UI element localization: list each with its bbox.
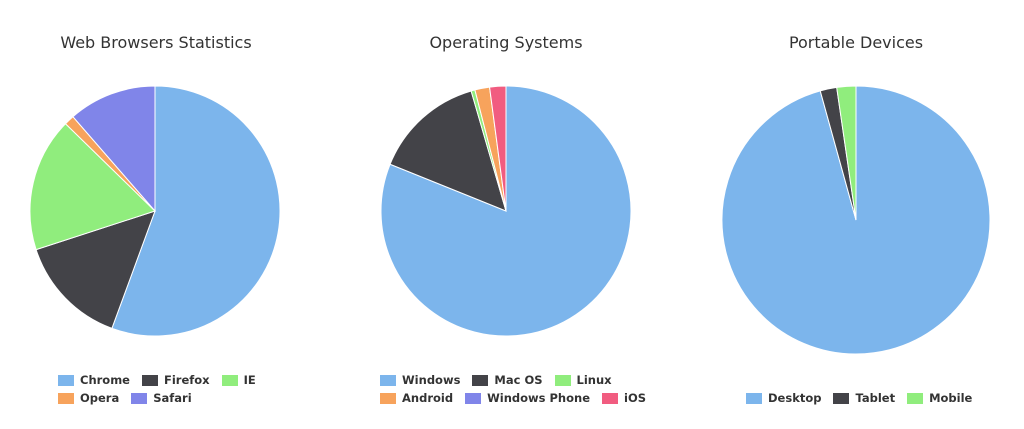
legend-label: Firefox (163, 373, 210, 387)
legend-label: Windows Phone (487, 391, 590, 405)
pie-slice-chrome[interactable] (111, 85, 281, 337)
legend-swatch (465, 392, 482, 404)
legend-swatch (380, 392, 396, 404)
legend-swatch (380, 374, 396, 386)
legend-label: Opera (80, 391, 120, 405)
legend-label: iOS (624, 391, 647, 405)
legend-item-safari[interactable]: Safari (131, 391, 192, 405)
legend-item-mac-os[interactable]: Mac OS (472, 373, 543, 387)
legend-row: Chrome Firefox IE (58, 371, 268, 389)
legend-item-ios[interactable]: iOS (602, 391, 646, 405)
legend-label: Mobile (929, 391, 973, 405)
legend-item-mobile[interactable]: Mobile (907, 391, 972, 405)
legend-portable-devices: Desktop Tablet Mobile (746, 389, 984, 407)
legend-swatch (58, 374, 74, 386)
pie-slice-safari[interactable] (72, 85, 156, 213)
pie-slice-mac-os[interactable] (389, 90, 507, 212)
legend-label: Android (402, 391, 454, 405)
legend-row: Opera Safari (58, 389, 268, 407)
legend-swatch (907, 392, 924, 404)
chart-web-browsers: Web Browsers Statistics Chrome Firefox IE O… (0, 0, 312, 429)
chart-portable-devices: Portable Devices Desktop Tablet Mobile (700, 0, 1012, 429)
legend-label: Tablet (855, 391, 896, 405)
legend-web-browsers: Chrome Firefox IE Opera Safari (58, 371, 268, 407)
chart-title: Operating Systems (429, 33, 583, 52)
legend-item-linux[interactable]: Linux (554, 373, 612, 387)
legend-swatch (602, 392, 618, 404)
legend-row: Desktop Tablet Mobile (746, 389, 984, 407)
legend-label: Chrome (80, 373, 130, 387)
pie-slice-windows[interactable] (380, 85, 632, 337)
legend-swatch (833, 392, 850, 404)
legend-swatch (131, 392, 148, 404)
chart-operating-systems: Operating Systems Windows Mac OS Linux Andr… (350, 0, 662, 429)
legend-item-ie[interactable]: IE (221, 373, 256, 387)
pie-slice-ios[interactable] (488, 85, 507, 212)
pie-web-browsers[interactable] (0, 0, 312, 429)
legend-row: Windows Mac OS Linux (380, 371, 658, 389)
legend-swatch (221, 374, 238, 386)
chart-title: Portable Devices (788, 33, 924, 52)
legend-item-firefox[interactable]: Firefox (141, 373, 210, 387)
legend-swatch (746, 392, 762, 404)
chart-title: Web Browsers Statistics (60, 33, 252, 52)
legend-item-tablet[interactable]: Tablet (833, 391, 895, 405)
legend-item-desktop[interactable]: Desktop (746, 391, 821, 405)
legend-item-windows-phone[interactable]: Windows Phone (465, 391, 590, 405)
legend-swatch (58, 392, 74, 404)
legend-label: Desktop (768, 391, 822, 405)
legend-item-chrome[interactable]: Chrome (58, 373, 130, 387)
pie-portable-devices[interactable] (700, 0, 1012, 429)
legend-item-windows[interactable]: Windows (380, 373, 460, 387)
legend-label: Mac OS (494, 373, 543, 387)
legend-swatch (554, 374, 571, 386)
legend-label: Linux (576, 373, 612, 387)
legend-item-opera[interactable]: Opera (58, 391, 119, 405)
legend-swatch (141, 374, 158, 386)
legend-operating-systems: Windows Mac OS Linux Android Windows Phone iO… (380, 371, 658, 407)
legend-row: Android Windows Phone iOS (380, 389, 658, 407)
legend-label: Windows (402, 373, 461, 387)
pie-slice-ie[interactable] (29, 123, 156, 251)
legend-item-android[interactable]: Android (380, 391, 453, 405)
pie-slice-mobile[interactable] (836, 85, 857, 221)
pie-operating-systems[interactable] (350, 0, 662, 429)
legend-label: Safari (153, 391, 192, 405)
legend-label: IE (243, 373, 256, 387)
legend-swatch (472, 374, 489, 386)
